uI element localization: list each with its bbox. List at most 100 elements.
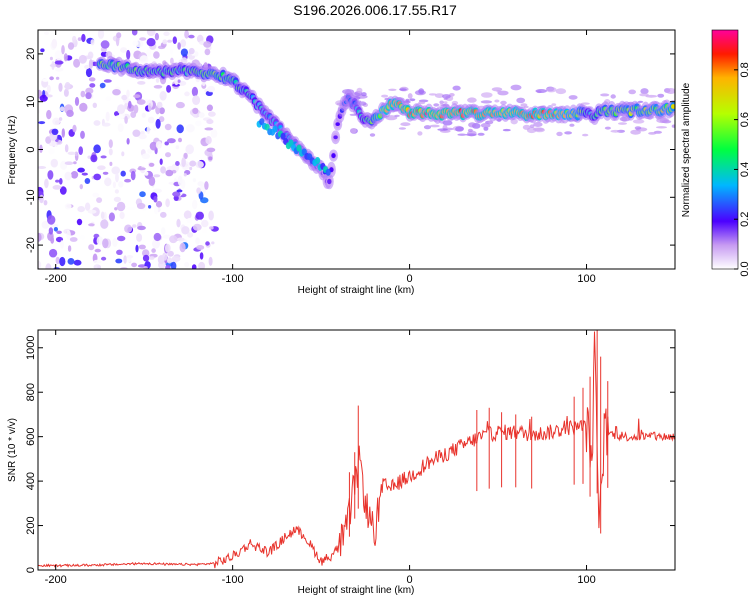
speckle <box>97 165 106 170</box>
y-tick-label: 600 <box>25 427 37 445</box>
speckle <box>141 153 150 160</box>
speckle <box>131 30 138 36</box>
x-tick-label: 0 <box>407 273 413 285</box>
cb-tick-label: 0.6 <box>739 112 750 127</box>
speckle <box>72 124 77 133</box>
haze <box>443 101 448 104</box>
speckle <box>54 50 64 61</box>
speckle <box>59 178 63 185</box>
speckle <box>81 172 88 176</box>
speckle <box>183 210 192 220</box>
speckle <box>149 256 155 260</box>
haze <box>481 92 493 98</box>
speckle <box>208 111 216 117</box>
speckle <box>66 109 74 117</box>
speckle <box>177 175 183 186</box>
colorbar-ticks: 0.0 0.2 0.4 0.6 0.8 <box>734 62 750 277</box>
speckle <box>100 219 109 229</box>
speckle <box>121 94 128 101</box>
speckle <box>139 37 147 41</box>
y-tick-label: 10 <box>25 96 37 108</box>
speckle <box>172 191 181 197</box>
speckle <box>207 85 216 93</box>
haze <box>480 100 493 104</box>
haze <box>433 103 440 107</box>
speckle <box>56 230 62 234</box>
speckle <box>153 188 162 194</box>
speckle <box>104 102 110 110</box>
speckle <box>46 94 53 98</box>
speckle <box>153 232 162 242</box>
x-tick-label: 100 <box>577 574 595 586</box>
speckle <box>126 255 134 259</box>
haze <box>496 90 501 93</box>
spectrogram-xlabel: Height of straight line (km) <box>298 285 415 296</box>
speckle <box>206 147 216 153</box>
haze <box>407 93 413 99</box>
speckle <box>102 122 111 127</box>
speckle <box>183 173 187 177</box>
speckle <box>117 123 124 132</box>
speckle <box>126 49 131 60</box>
speckle <box>99 82 106 89</box>
colorbar-gradient <box>711 29 739 270</box>
speckle <box>162 39 168 45</box>
haze <box>483 126 489 131</box>
ridge-branch <box>288 139 294 147</box>
speckle <box>184 91 190 97</box>
speckle <box>177 79 181 83</box>
speckle <box>104 177 112 187</box>
speckle <box>148 205 152 209</box>
speckle <box>50 223 59 228</box>
haze <box>657 93 665 98</box>
speckle <box>166 85 172 93</box>
haze <box>439 100 444 105</box>
speckle <box>132 40 139 46</box>
speckle <box>105 96 112 102</box>
speckle <box>96 236 104 246</box>
ridge-core <box>327 178 332 185</box>
speckle <box>53 227 59 232</box>
speckle <box>115 115 125 119</box>
speckle <box>119 211 125 220</box>
x-tick-label: 0 <box>407 574 413 586</box>
snr-xlabel: Height of straight line (km) <box>298 585 415 596</box>
haze <box>632 119 645 124</box>
haze <box>665 88 675 94</box>
speckle <box>153 205 159 215</box>
snr-frame <box>37 329 676 571</box>
speckle <box>130 170 136 181</box>
ridge-core <box>335 122 340 126</box>
haze <box>423 125 432 130</box>
speckle <box>54 60 64 65</box>
haze <box>488 120 493 125</box>
haze <box>434 93 444 98</box>
haze <box>437 128 448 131</box>
speckle <box>49 248 58 258</box>
speckle <box>128 100 132 109</box>
speckle <box>64 203 72 210</box>
speckle <box>59 256 66 267</box>
speckle <box>159 91 167 101</box>
speckle <box>164 141 169 146</box>
haze <box>610 129 621 133</box>
haze <box>640 88 649 95</box>
haze <box>388 88 397 92</box>
speckle <box>176 124 184 134</box>
speckle <box>48 227 54 235</box>
speckle <box>85 92 92 100</box>
speckle <box>93 173 102 181</box>
speckle <box>206 119 214 125</box>
haze <box>533 122 543 127</box>
speckle <box>84 64 90 70</box>
speckle <box>166 257 173 264</box>
colorbar-label: Normalized spectral amplitude <box>681 82 692 217</box>
speckle <box>162 234 171 239</box>
x-tick-label: -200 <box>45 273 67 285</box>
speckle <box>108 139 113 149</box>
speckle <box>165 243 171 253</box>
speckle <box>160 211 167 218</box>
speckle <box>196 187 201 194</box>
speckle <box>120 170 126 177</box>
